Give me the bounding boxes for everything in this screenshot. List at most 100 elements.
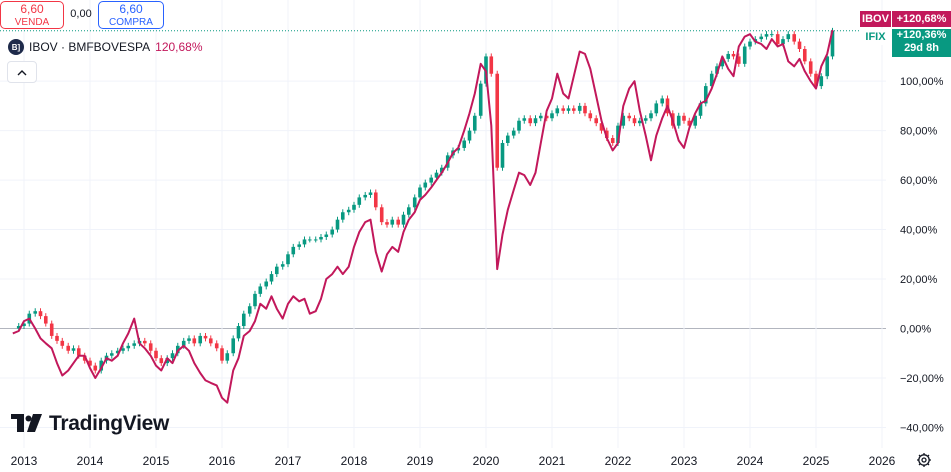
symbol-logo-icon: B] [8, 39, 24, 55]
x-tick-label: 2014 [77, 454, 104, 468]
candle-body [181, 340, 186, 346]
candle-body [418, 187, 422, 198]
candle-body [742, 46, 747, 64]
candle-body [412, 197, 417, 208]
sell-button[interactable]: 6,60 VENDA [0, 1, 64, 29]
y-tick-label: 80,00% [900, 126, 938, 138]
candle-body [236, 326, 241, 339]
grid-lines [0, 0, 886, 448]
candle-body [247, 306, 252, 314]
y-axis[interactable]: 100,00% 80,00% 60,00% 40,00% 20,00% 0,00% −20,… [900, 76, 944, 434]
candle-body [231, 338, 236, 354]
candle-body [368, 192, 373, 195]
y-tick-label: −20,00% [900, 373, 944, 385]
candle-body [154, 350, 158, 359]
x-tick-label: 2024 [737, 454, 764, 468]
candle-body [203, 335, 208, 339]
candle-body [165, 358, 170, 364]
candle-body [99, 360, 104, 371]
candle-body [467, 130, 472, 141]
sell-label: VENDA [14, 17, 50, 28]
x-tick-label: 2026 [869, 454, 896, 468]
y-tick-label: 100,00% [900, 76, 944, 88]
candle-body [571, 108, 576, 111]
candle-body [16, 326, 21, 329]
candle-body [33, 311, 38, 314]
tradingview-logo[interactable]: TradingView [11, 412, 169, 436]
ibov-line [12, 29, 834, 404]
x-tick-label: 2019 [407, 454, 434, 468]
brand-name: TradingView [49, 412, 170, 435]
candle-body [313, 239, 318, 241]
gear-icon[interactable] [916, 452, 932, 468]
candle-body [38, 311, 43, 317]
candle-body [429, 177, 434, 183]
candle-body [396, 219, 401, 225]
chevron-up-icon [17, 69, 27, 75]
candle-body [588, 113, 593, 119]
ifix-tag-value: +120,36% [896, 29, 947, 41]
candle-body [555, 108, 560, 114]
ibov-line-path [12, 29, 834, 404]
candle-body [769, 34, 774, 36]
symbol-name: IBOV · BMFBOVESPA [29, 40, 151, 54]
y-tick-label: 20,00% [900, 274, 938, 286]
candle-body [159, 358, 164, 364]
candle-body [319, 236, 323, 240]
x-tick-label: 2015 [143, 454, 170, 468]
candle-body [60, 340, 65, 346]
candle-body [76, 348, 81, 356]
x-axis[interactable]: 2013 2014 2015 2016 2017 2018 2019 2020 2021 2022… [11, 454, 896, 468]
candle-body [616, 125, 620, 143]
candle-body [654, 103, 659, 114]
candle-body [604, 130, 609, 139]
candle-body [280, 264, 285, 267]
candle-body [330, 229, 335, 235]
candle-body [489, 56, 494, 74]
x-tick-label: 2013 [11, 454, 38, 468]
candle-body [781, 39, 785, 45]
candle-body [49, 323, 54, 336]
candle-body [208, 338, 213, 344]
candle-body [220, 348, 224, 361]
candle-body [22, 323, 26, 327]
candle-body [676, 115, 681, 126]
candle-body [142, 340, 147, 344]
candle-body [352, 204, 356, 210]
candle-body [115, 350, 120, 354]
candle-body [830, 30, 835, 57]
symbol-legend[interactable]: B] IBOV · BMFBOVESPA 120,68% [8, 38, 203, 56]
candle-body [121, 348, 125, 351]
candle-body [423, 182, 428, 188]
candle-body [621, 115, 626, 126]
y-tick-label: −40,00% [900, 422, 944, 434]
candle-body [792, 34, 797, 42]
candle-body [538, 115, 543, 119]
ifix-candles [16, 27, 835, 374]
candle-body [627, 115, 632, 119]
candle-body [599, 123, 604, 131]
candle-body [434, 172, 439, 178]
candle-body [687, 120, 692, 126]
candle-body [253, 293, 257, 307]
candle-body [302, 239, 307, 245]
ifix-tag-box: +120,36% 29d 8h [892, 29, 951, 57]
x-tick-label: 2018 [341, 454, 368, 468]
candle-body [736, 56, 741, 64]
x-tick-label: 2022 [605, 454, 632, 468]
y-tick-label: 40,00% [900, 225, 938, 237]
candle-body [814, 73, 818, 87]
ifix-tag-countdown: 29d 8h [904, 42, 939, 54]
candle-body [703, 86, 708, 104]
candle-body [297, 244, 302, 247]
buy-label: COMPRA [109, 17, 153, 28]
candle-body [363, 194, 368, 198]
candle-body [544, 115, 549, 119]
collapse-legend-button[interactable] [7, 61, 37, 83]
candle-body [132, 343, 137, 346]
candle-body [66, 345, 71, 351]
buy-button[interactable]: 6,60 COMPRA [98, 1, 164, 29]
candle-body [610, 138, 615, 143]
candle-body [264, 281, 269, 287]
